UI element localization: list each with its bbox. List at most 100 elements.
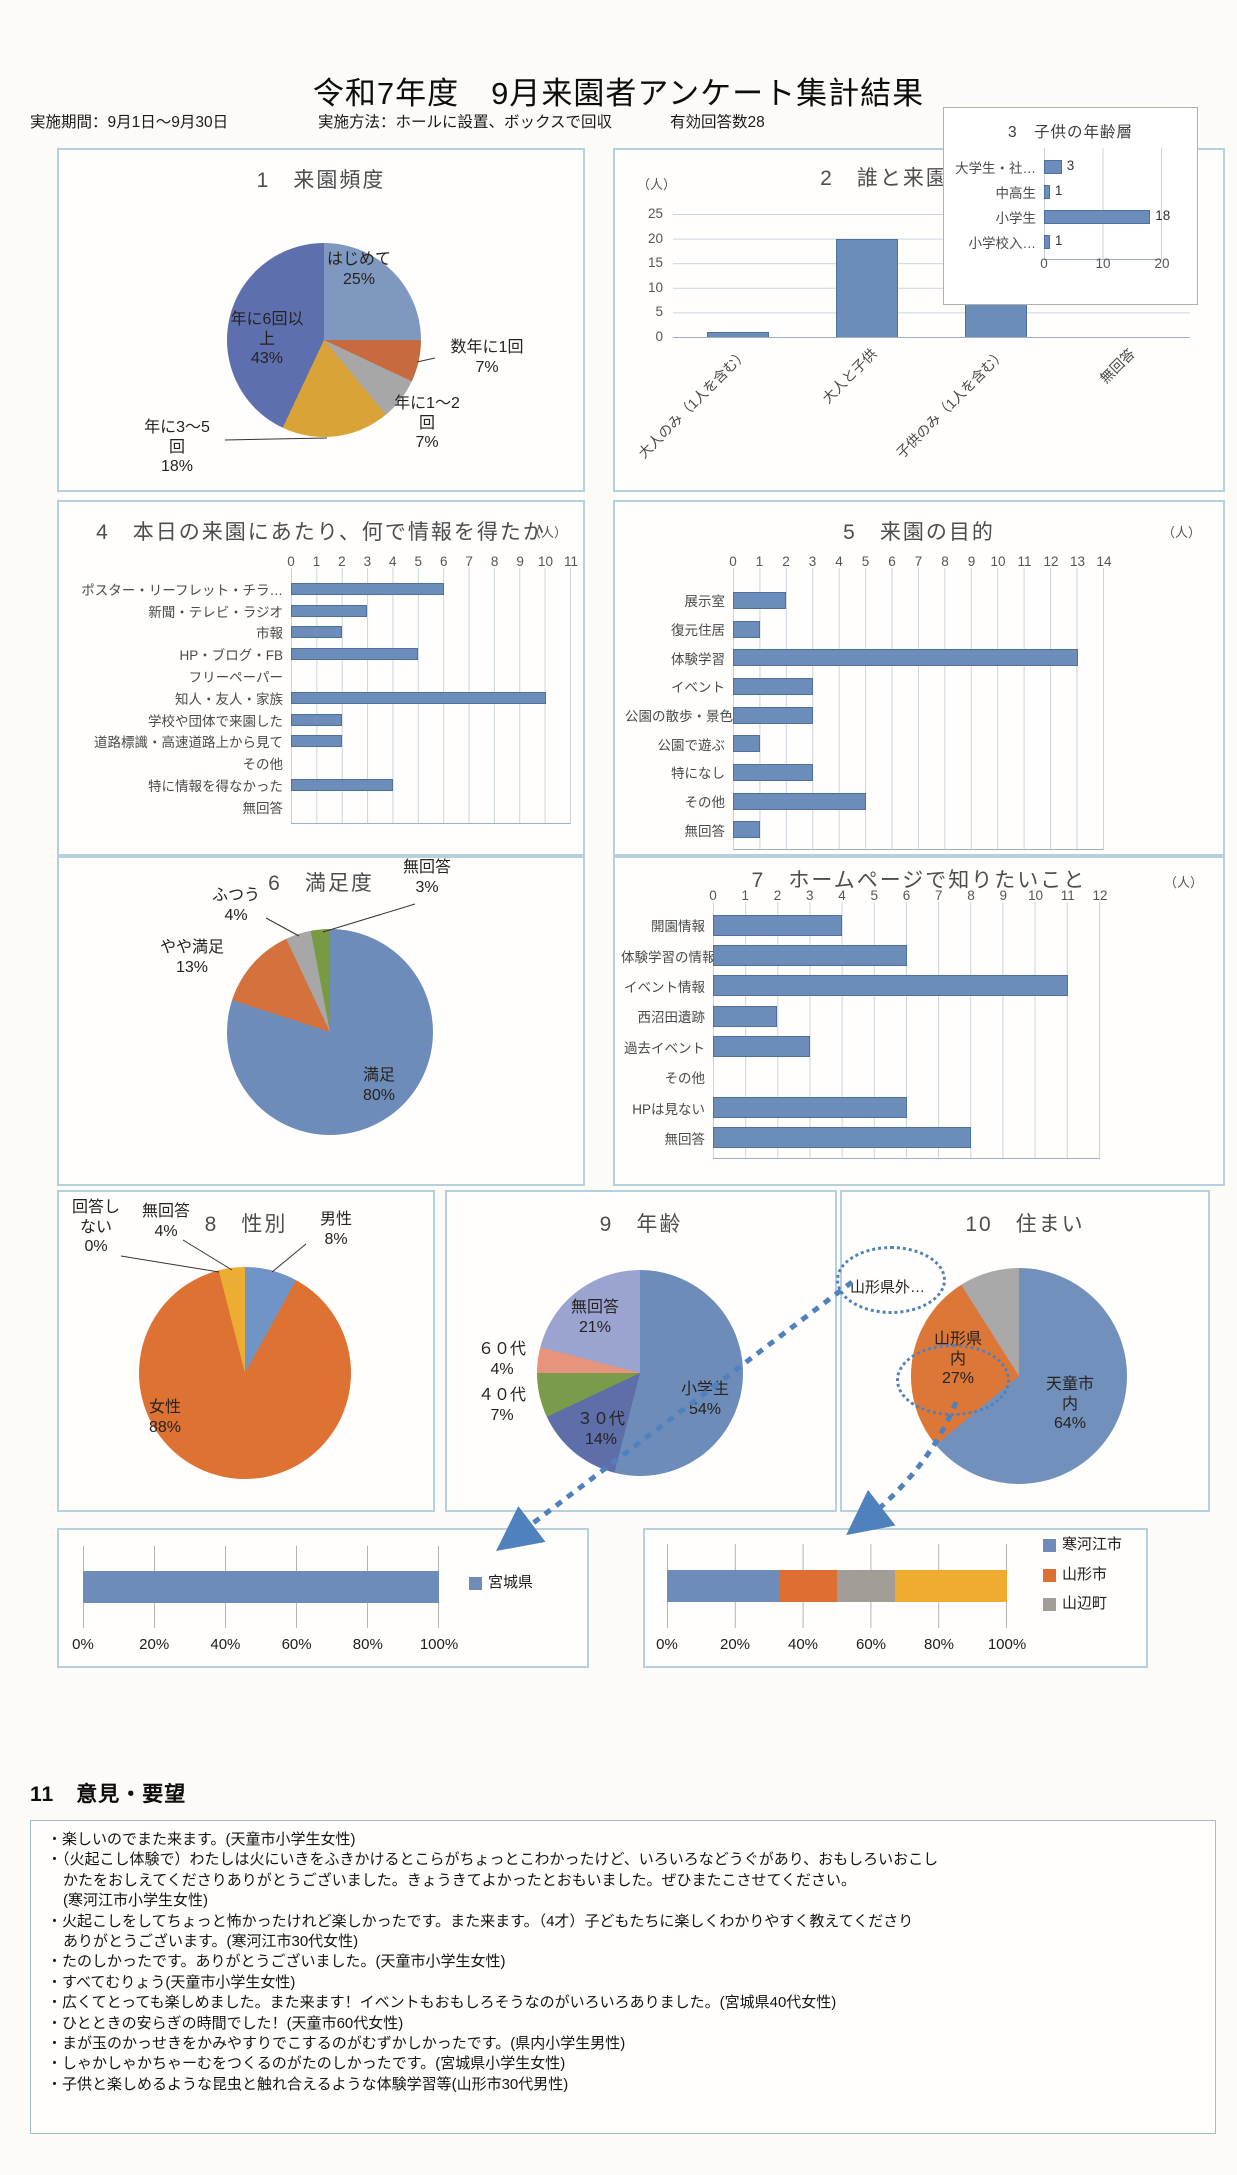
axis-tick: 9 bbox=[967, 554, 976, 569]
yamagata-stacked-bar: 0% 20% 40% 60% 80% 100% bbox=[656, 1544, 1026, 1653]
bar-row: その他 bbox=[621, 1062, 1100, 1092]
axis-tick: 13 bbox=[1069, 554, 1086, 569]
pie-label-tendo-city: 天童市内 64% bbox=[1034, 1375, 1106, 1434]
pie-label-line: 満足 bbox=[362, 1067, 395, 1084]
bar-track bbox=[291, 687, 571, 709]
column-bar bbox=[835, 238, 898, 337]
bar-row: イベント bbox=[625, 672, 1104, 701]
bar-track bbox=[713, 1032, 1100, 1062]
bar-row: 展示室 bbox=[625, 586, 1104, 615]
pie-label-line: 男性 bbox=[319, 1211, 352, 1228]
miyagi-stacked-bar: 0% 20% 40% 60% 80% 100% bbox=[72, 1546, 458, 1653]
pie-label-line: 25% bbox=[342, 270, 376, 288]
pie-label-somewhat-satisfied: やや満足 13% bbox=[149, 938, 235, 977]
axis-tick: 10 bbox=[538, 554, 554, 569]
x-axis-ticks: 0 1 2 3 4 5 6 7 8 9 10 11 12 13 14 bbox=[625, 542, 1111, 572]
category-label: 公園の散歩・景色 bbox=[625, 709, 733, 725]
bar-track bbox=[713, 940, 1100, 970]
category-label: 無回答 bbox=[242, 800, 284, 816]
pie-label-line: 年に6回以 bbox=[230, 311, 304, 328]
bar bbox=[713, 1127, 971, 1149]
category-label: イベント bbox=[671, 680, 725, 696]
category-label: 特になし bbox=[671, 766, 725, 782]
pie-label-line: 14% bbox=[584, 1430, 618, 1448]
category-label: イベント情報 bbox=[624, 979, 705, 995]
bar bbox=[733, 649, 1078, 667]
bar-track bbox=[713, 910, 1100, 940]
column-bar bbox=[706, 332, 769, 337]
bar-row: 体験学習の情報 bbox=[621, 940, 1100, 970]
bar-row: 復元住居 bbox=[625, 615, 1104, 644]
pie-label-line: 回答し bbox=[71, 1199, 120, 1216]
category-label: 復元住居 bbox=[671, 623, 725, 639]
bar bbox=[291, 691, 546, 704]
valid-responses: 有効回答数28 bbox=[670, 114, 765, 131]
bar-row: フリーペーパー bbox=[73, 665, 571, 687]
axis-tick: 20 bbox=[1154, 256, 1170, 271]
axis-tick: 20% bbox=[139, 1636, 170, 1653]
pie-label-line: 3% bbox=[415, 878, 439, 896]
pie-label-line: 回 bbox=[168, 438, 185, 456]
pie-label-line: ない bbox=[79, 1218, 112, 1236]
bar bbox=[733, 735, 760, 753]
panel-outside-pref-breakdown: 0% 20% 40% 60% 80% 100% 宮城県 bbox=[57, 1528, 589, 1668]
pie-label-30s: ３０代 14% bbox=[565, 1410, 637, 1449]
bar-track bbox=[713, 1092, 1100, 1122]
bar-track bbox=[733, 729, 1104, 758]
panel-age: 9 年齢 小学生 54% ３０代 14% ４０代 7% ６０代 4% 無回答 21% bbox=[445, 1190, 837, 1512]
legend-entry: 宮城県 bbox=[469, 1574, 554, 1592]
panel-residence: 10 住まい 天童市内 64% 山形県内 27% 山形県外… bbox=[836, 1190, 1210, 1512]
bar bbox=[1044, 184, 1050, 199]
bar-track bbox=[291, 665, 571, 687]
bar bbox=[713, 945, 907, 967]
pie-label-male: 男性 8% bbox=[305, 1210, 367, 1249]
bar-track: 1 bbox=[1044, 229, 1162, 254]
pie-label-no-answer: 無回答 3% bbox=[395, 858, 459, 897]
bar-row: HP・ブログ・FB bbox=[73, 643, 571, 665]
opinions-list: 楽しいのでまた来ます。(天童市小学生女性)（火起こし体験で）わたしは火にいきをふ… bbox=[47, 1830, 1199, 2095]
bar-track bbox=[733, 586, 1104, 615]
bar bbox=[83, 1571, 439, 1603]
tick-track: 0 1 2 3 4 5 6 7 8 9 10 11 12 13 14 bbox=[729, 551, 1111, 569]
bar-track bbox=[291, 622, 571, 644]
bar bbox=[291, 648, 419, 661]
category-label: 市報 bbox=[256, 626, 283, 642]
stack-segment bbox=[894, 1570, 1007, 1602]
axis-tick: 6 bbox=[902, 888, 911, 903]
opinions-title: 11 意見・要望 bbox=[30, 1783, 187, 1806]
pie-label-6plus-per-year: 年に6回以上 43% bbox=[225, 310, 309, 369]
category-label: 小学生 bbox=[995, 210, 1037, 226]
stack-segment bbox=[667, 1570, 780, 1602]
legend-label: 寒河江市 bbox=[1062, 1536, 1123, 1553]
stack-segment bbox=[83, 1571, 439, 1603]
axis-tick: 80% bbox=[352, 1636, 383, 1653]
chart7-unit: （人） bbox=[1163, 875, 1203, 890]
bar bbox=[291, 626, 342, 639]
chart5-title: 5 来園の目的 bbox=[843, 521, 995, 544]
bar-row: 無回答 bbox=[73, 796, 571, 818]
legend-label: 山辺町 bbox=[1062, 1595, 1108, 1613]
opinion-item: 子供と楽しめるような昆虫と触れ合えるような体験学習等(山形市30代男性) bbox=[47, 2075, 1199, 2095]
bar-rows: 開園情報 体験学習の情報 イベント情報 西沼田遺跡 過去イベント その他 HPは見ない 無回答 bbox=[621, 902, 1100, 1160]
bar bbox=[733, 706, 813, 724]
x-axis-ticks: 0 10 20 bbox=[950, 254, 1169, 274]
pie-label-line: 4% bbox=[154, 1222, 178, 1240]
axis-tick: 20 bbox=[647, 230, 663, 246]
panel-visit-frequency: 1 来園頻度 はじめて 25% 数年に1回 7% 年に1～2 回 7% 年に3～5 回 18… bbox=[57, 148, 585, 492]
category-label: 小学校入… bbox=[968, 235, 1037, 251]
bar-track bbox=[291, 643, 571, 665]
category-label: 開園情報 bbox=[651, 919, 705, 935]
pie-label-3-5-per-year: 年に3～5 回 18% bbox=[131, 418, 223, 477]
column-bar bbox=[965, 302, 1028, 337]
category-label: HPは見ない bbox=[632, 1101, 705, 1117]
pie-label-female: 女性 88% bbox=[129, 1398, 201, 1437]
opinion-item: 広くてとっても楽しめました。また来ます！イベントもおもしろそうなのがいろいろあり… bbox=[47, 1993, 1199, 2013]
pie-label-line: ３０代 bbox=[576, 1411, 625, 1428]
axis-tick: 6 bbox=[439, 554, 448, 569]
category-label: 体験学習 bbox=[671, 651, 725, 667]
axis-tick: 100% bbox=[419, 1636, 459, 1653]
bar-rows: 大学生・社… 3 中高生 1 小学生 18 小学校入… 1 bbox=[950, 148, 1170, 260]
category-label: 西沼田遺跡 bbox=[637, 1010, 706, 1026]
panel-gender: 8 性別 男性 8% 女性 88% 回答し ない 0% 無回答 4% bbox=[57, 1190, 435, 1512]
pie-label-line: 上 bbox=[258, 330, 275, 348]
